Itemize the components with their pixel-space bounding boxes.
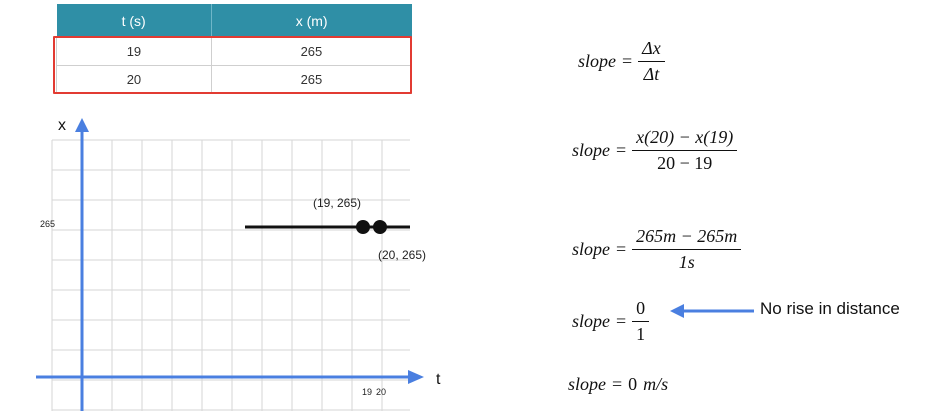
denominator: 20 − 19 (657, 153, 713, 173)
fraction: 265m − 265m 1s (632, 226, 742, 273)
data-point-20 (373, 220, 387, 234)
slope-symbol: slope (568, 374, 606, 394)
cell-t: 20 (56, 65, 212, 94)
x-tick-label-20: 20 (376, 387, 386, 397)
table-header-row: t (s) x (m) (56, 4, 412, 38)
x-axis-label: t (436, 371, 441, 388)
slope-unit: m/s (643, 374, 669, 394)
note-text: No rise in distance (760, 299, 900, 318)
equation-substitution: slope = x(20) − x(19) 20 − 19 (572, 127, 738, 174)
slope-value: 0 (628, 374, 638, 394)
equals-sign: = (612, 374, 623, 394)
table-row: 20 265 (56, 65, 413, 94)
equation-result-fraction: slope = 0 1 (572, 298, 650, 345)
numerator: 0 (632, 298, 650, 322)
left-arrow-icon (670, 304, 754, 318)
equals-sign: = (616, 239, 627, 259)
cell-x: 265 (210, 65, 413, 94)
numerator: Δx (638, 38, 665, 62)
header-time: t (s) (56, 4, 212, 38)
equation-final: slope = 0 m/s (568, 374, 668, 395)
point-label-19: (19, 265) (313, 196, 361, 210)
equation-definition: slope = Δx Δt (578, 38, 665, 85)
header-position: x (m) (211, 4, 412, 38)
position-time-graph: x t 265 19 20 (19, 265) (20, 265) (36, 117, 441, 411)
equals-sign: = (622, 51, 633, 71)
slope-symbol: slope (572, 140, 610, 160)
cell-x: 265 (210, 37, 413, 66)
slope-symbol: slope (572, 239, 610, 259)
y-axis-label: x (58, 117, 66, 134)
fraction: x(20) − x(19) 20 − 19 (632, 127, 738, 174)
denominator: Δt (643, 64, 660, 84)
highlight-box (53, 36, 412, 94)
grid (51, 139, 410, 411)
denominator: 1s (678, 252, 695, 272)
equals-sign: = (616, 140, 627, 160)
equals-sign: = (616, 311, 627, 331)
data-table: t (s) x (m) 19 265 20 265 (56, 4, 413, 94)
numerator: 265m − 265m (632, 226, 742, 250)
slope-symbol: slope (572, 311, 610, 331)
equation-values: slope = 265m − 265m 1s (572, 226, 742, 273)
data-point-19 (356, 220, 370, 234)
numerator: x(20) − x(19) (632, 127, 738, 151)
point-label-20: (20, 265) (378, 248, 426, 262)
denominator: 1 (636, 324, 646, 344)
y-tick-label: 265 (40, 219, 55, 229)
fraction: Δx Δt (638, 38, 665, 85)
x-tick-label-19: 19 (362, 387, 372, 397)
slope-symbol: slope (578, 51, 616, 71)
fraction: 0 1 (632, 298, 650, 345)
y-axis-arrowhead (75, 118, 89, 132)
x-axis-arrowhead (408, 370, 424, 384)
